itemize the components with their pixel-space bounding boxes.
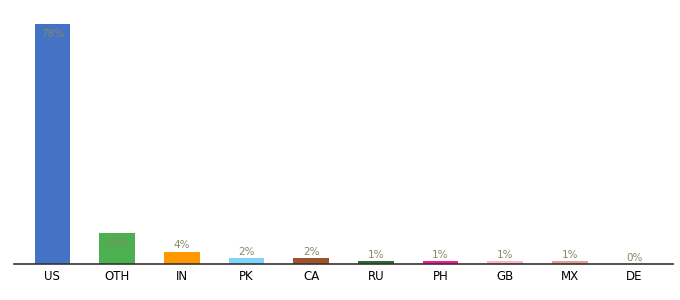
Bar (164, 252, 199, 264)
Bar (488, 261, 523, 264)
Bar (422, 261, 458, 264)
Text: 2%: 2% (303, 247, 320, 256)
Text: 0%: 0% (626, 253, 643, 263)
Bar (99, 233, 135, 264)
Text: 1%: 1% (562, 250, 578, 260)
Text: 10%: 10% (105, 238, 129, 248)
Bar (228, 258, 265, 264)
Bar (35, 24, 70, 264)
Bar (293, 258, 329, 264)
Text: 1%: 1% (432, 250, 449, 260)
Bar (358, 261, 394, 264)
Text: 4%: 4% (173, 241, 190, 250)
Text: 2%: 2% (238, 247, 254, 256)
Bar (552, 261, 588, 264)
Text: 1%: 1% (367, 250, 384, 260)
Text: 78%: 78% (41, 29, 64, 39)
Text: 1%: 1% (497, 250, 513, 260)
